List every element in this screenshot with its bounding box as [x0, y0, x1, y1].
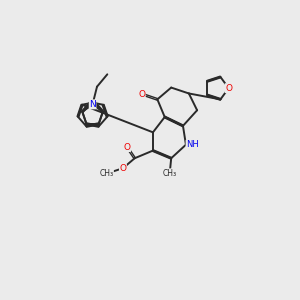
Text: CH₃: CH₃	[163, 169, 177, 178]
Text: O: O	[119, 164, 126, 173]
Text: O: O	[138, 90, 145, 99]
Text: O: O	[225, 84, 232, 93]
Text: CH₃: CH₃	[99, 169, 113, 178]
Text: N: N	[89, 100, 96, 109]
Text: O: O	[124, 142, 130, 152]
Text: NH: NH	[186, 140, 199, 149]
